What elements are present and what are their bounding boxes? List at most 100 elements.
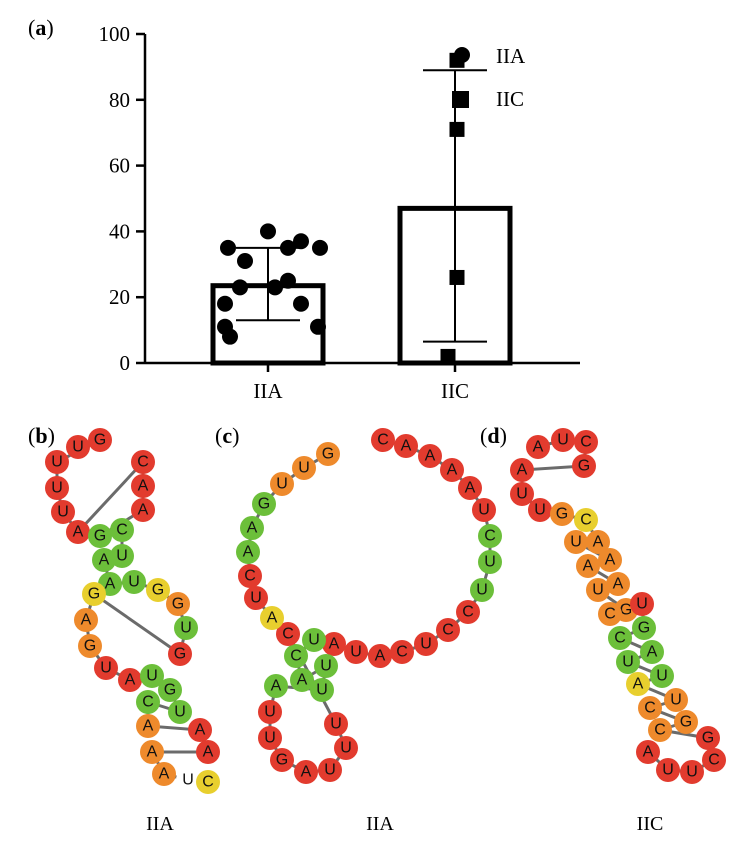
legend: IIA IIC [452, 44, 526, 111]
nucleotide-circle [110, 544, 134, 568]
x-tick-label: IIA [253, 379, 283, 403]
nucleotide-circle [470, 578, 494, 602]
nucleotide-circle [284, 644, 308, 668]
nucleotide-letter: U [320, 658, 332, 675]
nucleotide-circle [188, 718, 212, 742]
nucleotide-circle [314, 654, 338, 678]
nucleotide-circle [674, 710, 698, 734]
nucleotide-circle [136, 690, 160, 714]
nucleotide-letter: A [613, 576, 624, 593]
nucleotide-letter: A [401, 438, 412, 455]
nucleotide-circle [140, 664, 164, 688]
nucleotide-circle [290, 668, 314, 692]
nucleotide-letter: U [557, 432, 569, 449]
nucleotide-letter: U [350, 644, 362, 661]
nucleotide: U [650, 664, 674, 688]
nucleotide-circle [564, 530, 588, 554]
nucleotide-letter: U [72, 439, 84, 456]
nucleotide-circle [302, 628, 326, 652]
nucleotide: U [630, 592, 654, 616]
data-point-iia [310, 318, 326, 335]
nucleotide-circle [258, 726, 282, 750]
nucleotide-circle [196, 770, 220, 794]
nucleotide-circle [294, 760, 318, 784]
nucleotide: C [648, 718, 672, 742]
nucleotide-circle [140, 740, 164, 764]
nucleotide: U [664, 688, 688, 712]
nucleotide-circle [264, 674, 288, 698]
nucleotide: U [472, 498, 496, 522]
nucleotide-circle [88, 524, 112, 548]
nucleotide: U [414, 632, 438, 656]
nucleotide-letter: A [583, 558, 594, 575]
nucleotide-letter: G [174, 646, 186, 663]
nucleotide-letter: A [159, 766, 170, 783]
nucleotide: G [146, 578, 170, 602]
nucleotide-letter: G [556, 506, 568, 523]
nucleotide: G [696, 726, 720, 750]
nucleotide-letter: U [534, 502, 546, 519]
y-tick-label: 80 [109, 88, 130, 112]
nucleotide: U [551, 428, 575, 452]
nucleotide-circle [78, 634, 102, 658]
nucleotide-circle [528, 498, 552, 522]
panel-label-a: (a) [28, 15, 54, 40]
nucleotide-letter: A [247, 520, 258, 537]
nucleotide-circle [45, 476, 69, 500]
nucleotide-circle [472, 498, 496, 522]
nucleotide: A [188, 718, 212, 742]
nucleotide-circle [656, 758, 680, 782]
nucleotide: A [586, 530, 610, 554]
nucleotide-letter: A [643, 744, 654, 761]
nucleotide-letter: G [578, 458, 590, 475]
nucleotide: A [598, 548, 622, 572]
nucleotide-letter: C [644, 700, 656, 717]
nucleotide-circle [136, 714, 160, 738]
nucleotide: U [470, 578, 494, 602]
nucleotide-letter: A [195, 722, 206, 739]
nucleotide-circle [92, 548, 116, 572]
nucleotide-letter: G [702, 730, 714, 747]
nucleotide: C [390, 640, 414, 664]
nucleotide-circle [131, 498, 155, 522]
nucleotide: C [238, 564, 262, 588]
nucleotide-circle [168, 700, 192, 724]
data-point-iia [220, 239, 236, 256]
nucleotide: U [528, 498, 552, 522]
nucleotide-letter: G [680, 714, 692, 731]
nucleotide: G [166, 592, 190, 616]
nucleotide-circle [66, 520, 90, 544]
nucleotide-letter: U [592, 582, 604, 599]
data-point-iia [267, 279, 283, 296]
nucleotide: C [284, 644, 308, 668]
nucleotide-letter: A [633, 676, 644, 693]
nucleotide-letter: A [267, 610, 278, 627]
nucleotide-letter: U [516, 486, 528, 503]
nucleotide-circle [510, 458, 534, 482]
nucleotide-letter: A [329, 636, 340, 653]
nucleotide-letter: A [143, 718, 154, 735]
legend-circle-marker [454, 47, 470, 63]
nucleotide: U [334, 736, 358, 760]
nucleotide-letter: A [147, 744, 158, 761]
nucleotide-letter: U [662, 762, 674, 779]
nucleotide-circle [478, 524, 502, 548]
nucleotide: A [606, 572, 630, 596]
panel-label-b: (b) [28, 423, 55, 448]
nucleotide-letter: C [708, 752, 720, 769]
nucleotide-circle [586, 578, 610, 602]
nucleotide: G [316, 442, 340, 466]
y-tick-label: 40 [109, 219, 130, 243]
nucleotide-circle [608, 626, 632, 650]
caption-c: IIA [366, 813, 394, 835]
nucleotide: U [174, 616, 198, 640]
nucleotide-letter: C [462, 604, 474, 621]
nucleotide: A [152, 762, 176, 786]
nucleotide-circle [371, 428, 395, 452]
nucleotide-circle [322, 632, 346, 656]
nucleotide: U [258, 726, 282, 750]
nucleotide-circle [636, 740, 660, 764]
nucleotide: C [574, 430, 598, 454]
